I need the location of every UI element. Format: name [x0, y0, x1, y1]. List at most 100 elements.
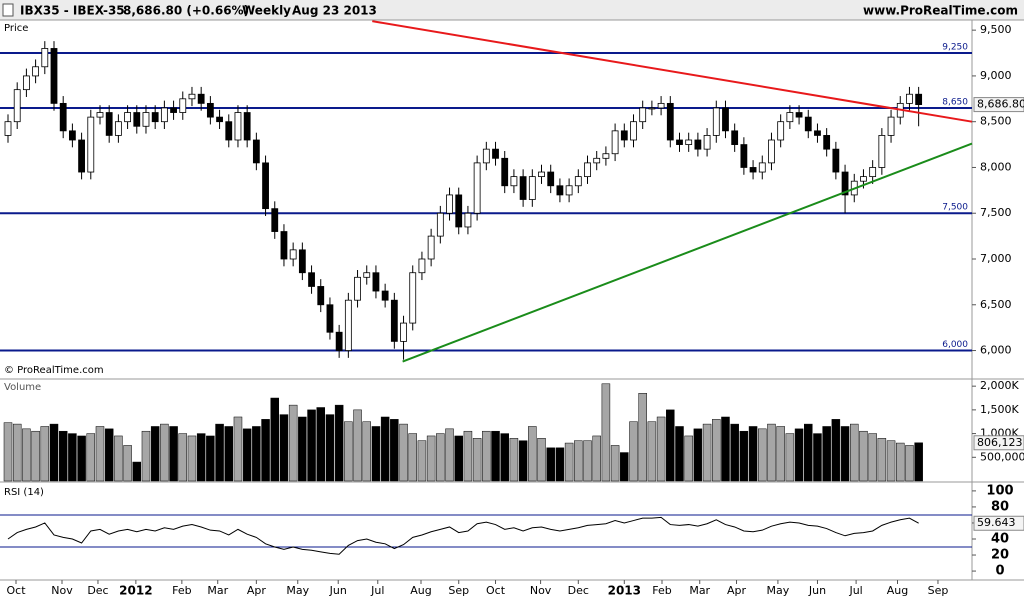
volume-bar — [804, 423, 813, 482]
x-tick-label: Feb — [172, 584, 191, 597]
volume-bar — [500, 433, 509, 482]
candle-body — [188, 93, 196, 100]
volume-bar — [850, 423, 859, 482]
volume-bar — [868, 433, 877, 482]
volume-bar — [307, 409, 316, 482]
last-value-box — [973, 515, 1024, 531]
volume-bar — [518, 440, 528, 482]
candle-body — [786, 112, 794, 123]
candle-body — [308, 272, 315, 287]
volume-bar — [334, 404, 344, 482]
candle-body — [823, 135, 831, 150]
candle-body — [584, 162, 591, 178]
volume-bar — [684, 435, 693, 482]
volume-bar — [141, 430, 151, 482]
candle-body — [381, 290, 389, 301]
candle-body — [887, 116, 895, 136]
y-tick-label: 40 — [991, 531, 1009, 546]
last-value-label: 806,123 — [977, 436, 1023, 449]
volume-bar — [160, 423, 169, 482]
volume-bar — [886, 440, 896, 482]
volume-bar — [859, 430, 868, 482]
candle-body — [464, 212, 472, 228]
candle-body — [252, 139, 260, 164]
x-tick-label: Aug — [887, 584, 908, 597]
candle-body — [96, 112, 104, 118]
candle-body — [492, 148, 499, 159]
candle-body — [722, 107, 729, 132]
volume-bar — [528, 426, 537, 482]
volume-bar — [666, 409, 675, 482]
volume-bar — [840, 426, 850, 482]
volume-bar — [399, 423, 408, 482]
candle-body — [50, 48, 58, 104]
candle-body — [869, 167, 877, 178]
candle-body — [22, 75, 30, 91]
y-tick-label: 500,000 — [980, 450, 1024, 463]
candle-body — [151, 112, 159, 123]
y-tick-label: 20 — [991, 548, 1009, 563]
volume-bar — [564, 442, 574, 482]
level-label: 7,500 — [942, 203, 968, 213]
volume-bar — [454, 435, 463, 482]
volume-bar — [491, 430, 500, 482]
candle-body — [602, 153, 610, 159]
volume-bar — [86, 433, 96, 482]
candle-body — [915, 93, 923, 105]
candle-body — [87, 116, 95, 173]
y-tick-label: 9,000 — [980, 69, 1012, 82]
volume-bar — [509, 438, 519, 482]
candle-body — [335, 331, 343, 351]
volume-bar — [104, 428, 114, 482]
last-value-label: 8,686.80 — [977, 98, 1024, 111]
volume-bar — [187, 435, 197, 482]
level-label: 6,000 — [942, 340, 968, 350]
app-icon — [2, 3, 14, 17]
volume-bar — [739, 430, 749, 482]
volume-bar — [813, 433, 822, 482]
x-tick-label: Feb — [652, 584, 671, 597]
candle-body — [344, 299, 352, 351]
volume-bar — [693, 428, 703, 482]
candle-body — [528, 176, 536, 200]
candle-body — [519, 176, 527, 200]
volume-bar — [408, 433, 417, 482]
volume-bar — [583, 440, 592, 482]
x-tick-label: Aug — [410, 584, 431, 597]
volume-bar — [114, 435, 123, 482]
volume-bar — [785, 433, 795, 482]
candle-body — [32, 66, 39, 77]
candle-body — [639, 107, 647, 123]
y-tick-label: 0 — [995, 564, 1004, 579]
candle-body — [906, 93, 913, 104]
volume-bar — [601, 383, 611, 482]
candle-body — [170, 107, 177, 113]
volume-bar — [748, 426, 758, 482]
volume-bar — [555, 447, 565, 482]
volume-bar — [261, 419, 270, 482]
volume-bar — [472, 438, 482, 482]
volume-bar — [482, 430, 491, 482]
y-tick-label: 9,500 — [980, 23, 1012, 36]
volume-bar — [196, 433, 206, 482]
volume-bar — [169, 426, 178, 482]
volume-bar — [463, 430, 473, 482]
volume-bar — [610, 445, 620, 482]
candle-body — [280, 231, 288, 260]
candle-body — [354, 276, 361, 301]
volume-bar — [436, 433, 445, 482]
x-tick-label: Dec — [87, 584, 108, 597]
x-tick-label: 2012 — [119, 584, 152, 598]
candle-body — [390, 299, 398, 342]
volume-bar — [620, 452, 629, 482]
volume-bar — [656, 416, 666, 482]
candle-body — [878, 135, 886, 168]
x-tick-label: Mar — [207, 584, 228, 597]
x-tick-label: May — [767, 584, 790, 597]
x-tick-label: Jul — [848, 584, 862, 597]
volume-bar — [40, 426, 50, 482]
candle-body — [427, 235, 435, 260]
candle-body — [749, 167, 757, 173]
volume-bar — [574, 440, 583, 482]
candle-body — [482, 148, 490, 164]
